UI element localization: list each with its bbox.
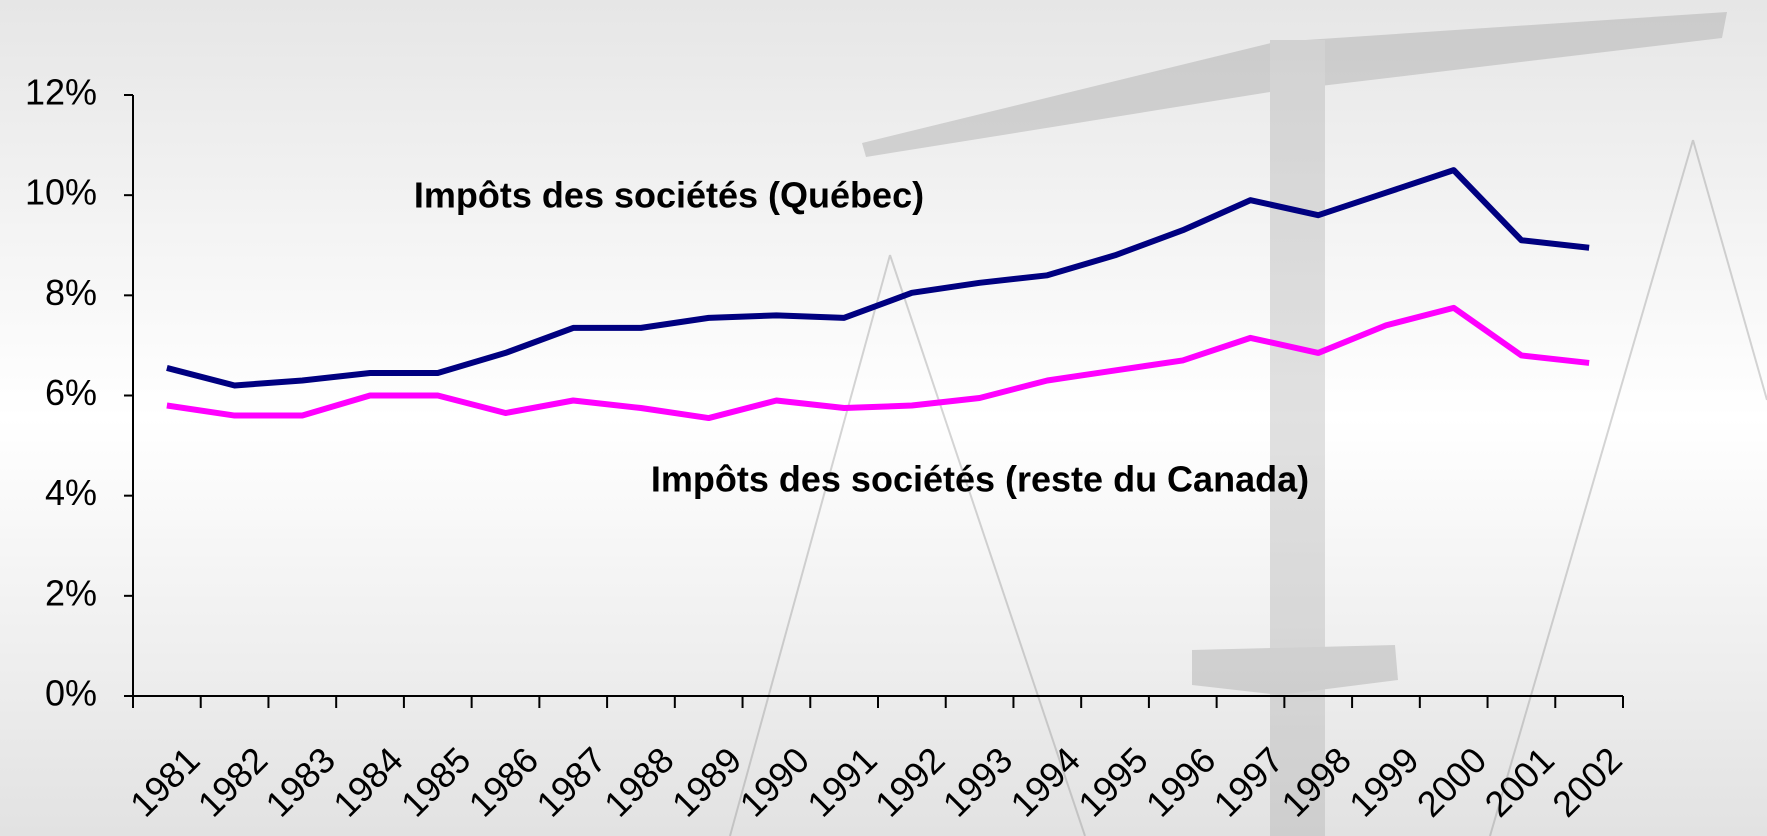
y-tick-label: 12% <box>25 72 97 113</box>
series-label: Impôts des sociétés (Québec) <box>414 175 924 216</box>
y-tick-label: 10% <box>25 172 97 213</box>
y-tick-label: 2% <box>45 572 97 613</box>
y-tick-label: 8% <box>45 272 97 313</box>
y-tick-label: 6% <box>45 372 97 413</box>
y-tick-label: 4% <box>45 472 97 513</box>
y-tick-label: 0% <box>45 673 97 714</box>
series-line <box>166 167 1590 389</box>
scale-decoration <box>729 12 1767 836</box>
series-label: Impôts des sociétés (reste du Canada) <box>651 459 1309 500</box>
series-line <box>166 304 1590 422</box>
